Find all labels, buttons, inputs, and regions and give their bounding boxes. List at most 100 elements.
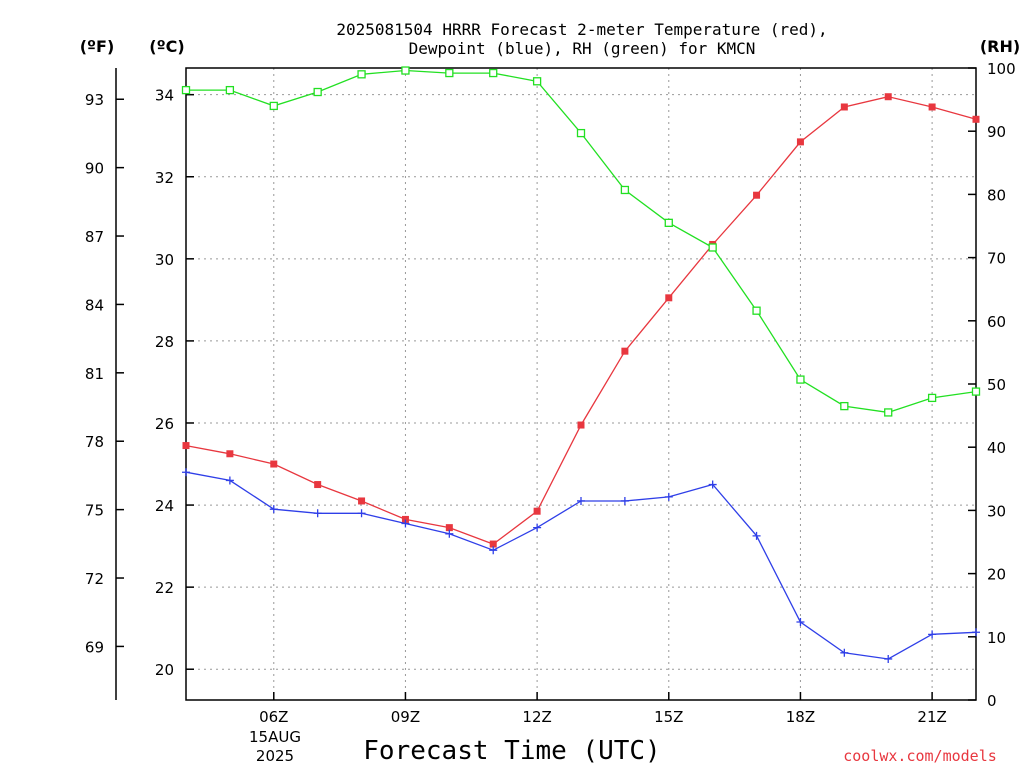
fahrenheit-tick-label: 90 [85, 160, 104, 178]
fahrenheit-unit-label: (ºF) [80, 37, 115, 56]
rh-point [225, 85, 235, 95]
dewpoint-point [752, 531, 761, 540]
fahrenheit-tick-label: 69 [85, 638, 104, 656]
rh-point [620, 185, 630, 195]
dewpoint-point [313, 509, 322, 518]
rh-point [708, 243, 717, 252]
credit-text: coolwx.com/models [843, 747, 997, 765]
rh-tick-label: 60 [987, 313, 1006, 331]
rh-point [532, 77, 542, 86]
dewpoint-point [620, 496, 629, 505]
rh-point [796, 375, 805, 384]
rh-tick-label: 40 [987, 439, 1006, 457]
rh-tick-label: 90 [987, 123, 1006, 141]
temperature-point [928, 103, 936, 111]
rh-point [752, 306, 761, 315]
fahrenheit-tick-label: 81 [85, 365, 104, 383]
celsius-unit-label: (ºC) [149, 37, 184, 56]
plot-frame [185, 67, 977, 701]
dewpoint-point [533, 523, 542, 532]
dewpoint-point [664, 492, 673, 501]
rh-tick-label: 50 [987, 376, 1006, 394]
grid [186, 68, 976, 700]
temperature-line [185, 96, 977, 545]
rh-axis: 0 10 20 30 40 50 60 70 80 90 100 [968, 60, 1016, 710]
x-tick-label: 06Z [259, 708, 288, 726]
temperature-point [533, 507, 541, 515]
x-tick-label: 12Z [522, 708, 551, 726]
temperature-point [314, 481, 322, 489]
fahrenheit-tick-label: 87 [85, 228, 104, 246]
dewpoint-point [401, 519, 410, 528]
rh-tick-label: 100 [987, 60, 1016, 78]
celsius-tick-label: 26 [155, 415, 174, 433]
chart-title-line2: Dewpoint (blue), RH (green) for KMCN [409, 39, 756, 58]
temperature-point [577, 421, 585, 429]
celsius-tick-label: 24 [155, 497, 174, 515]
x-axis: 06Z 09Z 12Z 15Z 18Z 21Z [259, 692, 947, 726]
rh-point [927, 393, 937, 403]
temperature-point [840, 103, 848, 111]
x-tick-label: 15Z [654, 708, 683, 726]
rh-point [840, 401, 849, 411]
celsius-tick-label: 34 [155, 87, 174, 105]
rh-point [884, 408, 893, 417]
rh-point [576, 128, 586, 138]
chart-title-line1: 2025081504 HRRR Forecast 2-meter Tempera… [336, 20, 827, 39]
temperature-series [182, 93, 980, 548]
celsius-tick-label: 32 [155, 169, 174, 187]
dewpoint-point [225, 476, 234, 485]
dewpoint-point [445, 529, 454, 538]
celsius-axis: 20 22 24 26 28 30 32 34 [155, 87, 194, 679]
dewpoint-point [182, 468, 190, 477]
fahrenheit-tick-label: 72 [85, 570, 104, 588]
rh-point [489, 68, 498, 78]
rh-unit-label: (RH) [980, 37, 1020, 56]
celsius-tick-label: 30 [155, 251, 174, 269]
temperature-point [358, 497, 366, 505]
rh-series [181, 66, 981, 417]
rh-point [181, 85, 191, 95]
x-tick-label: 18Z [786, 708, 815, 726]
dewpoint-point [840, 648, 849, 657]
dewpoint-point [708, 480, 717, 489]
celsius-tick-label: 20 [155, 661, 174, 679]
date-label-year: 2025 [256, 747, 294, 765]
temperature-point [665, 294, 673, 302]
celsius-tick-label: 28 [155, 333, 174, 351]
temperature-point [972, 115, 980, 123]
rh-tick-label: 0 [987, 692, 997, 710]
rh-point [971, 387, 981, 396]
rh-tick-label: 10 [987, 629, 1006, 647]
temperature-point [489, 540, 497, 548]
temperature-point [270, 460, 278, 468]
fahrenheit-tick-label: 75 [85, 502, 104, 520]
x-tick-label: 21Z [917, 708, 946, 726]
temperature-point [621, 347, 629, 355]
dewpoint-point [884, 654, 893, 663]
temperature-point [884, 93, 892, 101]
dewpoint-point [489, 546, 498, 555]
temperature-point [401, 515, 409, 523]
rh-point [313, 87, 322, 97]
temperature-point [182, 442, 190, 450]
rh-point [664, 218, 673, 227]
dewpoint-point [577, 496, 585, 505]
fahrenheit-tick-label: 84 [85, 296, 104, 314]
x-axis-title: Forecast Time (UTC) [363, 736, 660, 766]
dewpoint-series [182, 468, 980, 663]
dewpoint-point [972, 628, 980, 637]
rh-point [401, 66, 410, 75]
temperature-point [796, 138, 804, 146]
temperature-point [445, 524, 453, 532]
rh-point [445, 68, 454, 78]
date-label-day: 15AUG [249, 728, 301, 746]
rh-point [269, 101, 278, 111]
x-tick-label: 09Z [391, 708, 420, 726]
fahrenheit-tick-label: 78 [85, 433, 104, 451]
rh-tick-label: 20 [987, 566, 1006, 584]
rh-point [357, 70, 366, 79]
dewpoint-point [928, 630, 937, 639]
rh-line [186, 69, 977, 414]
